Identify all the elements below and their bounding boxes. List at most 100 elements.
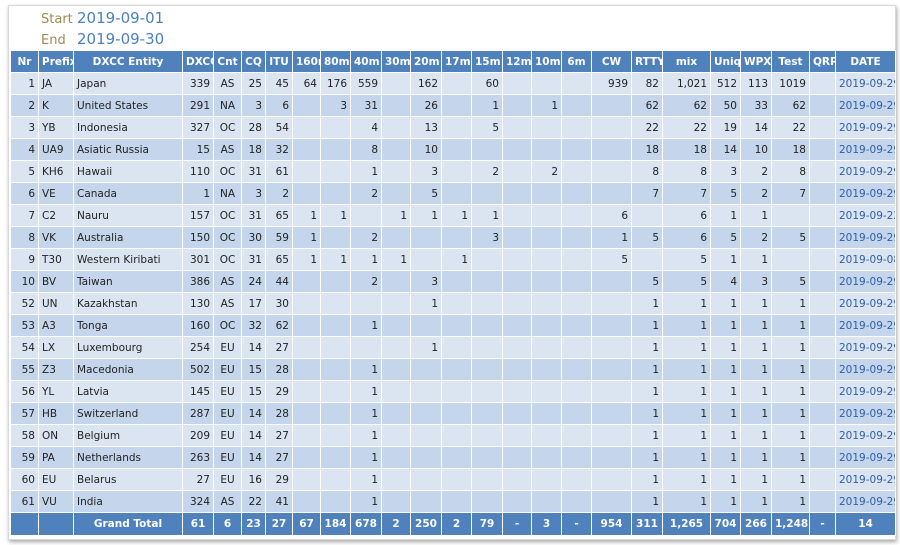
table-cell: 2 [740,182,772,205]
table-cell: 1 [292,204,321,227]
table-row: 52 UN Kazakhstan 130 AS 17 30 1 1 1 1 1 1 2019-09-29 [10,292,896,315]
table-cell: 1 [710,336,741,359]
empty-cell [441,116,472,139]
empty-cell [441,270,472,293]
table-cell: 65 [265,248,293,271]
empty-cell [410,314,442,337]
table-cell: 145 [182,380,214,403]
empty-cell [531,116,562,139]
empty-cell [531,226,562,249]
table-cell: 5 [471,116,503,139]
table-cell: 6 [591,204,632,227]
table-cell: 1 [740,468,772,491]
empty-cell [591,358,632,381]
table-cell: 18 [241,138,266,161]
table-cell: 1 [350,490,382,513]
empty-cell [381,72,411,95]
empty-cell [809,446,836,469]
table-cell: 1 [710,424,741,447]
table-cell: NA [213,94,242,117]
empty-cell [809,248,836,271]
table-cell: Switzerland [73,402,183,425]
table-cell: 2019-09-29 [835,336,896,359]
empty-cell [531,138,562,161]
table-cell: 14 [710,138,741,161]
table-cell: 28 [241,116,266,139]
table-cell: 7 [771,182,810,205]
empty-cell [320,314,351,337]
table-cell: 28 [265,402,293,425]
table-cell: 160 [182,314,214,337]
column-header: Cnt [213,50,242,73]
table-cell: ON [38,424,74,447]
empty-cell [320,270,351,293]
empty-cell [502,116,532,139]
total-cell: 954 [591,512,632,536]
table-cell: 110 [182,160,214,183]
table-cell: 7 [662,182,711,205]
total-cell: 2 [441,512,472,536]
empty-cell [292,314,321,337]
table-cell: 1 [771,380,810,403]
table-cell: 31 [350,94,382,117]
empty-cell [809,182,836,205]
empty-cell [561,138,592,161]
empty-cell [381,358,411,381]
empty-cell [561,116,592,139]
empty-cell [561,72,592,95]
table-cell: AS [213,292,242,315]
table-cell: 2019-09-22 [835,204,896,227]
table-cell: 1 [591,226,632,249]
table-cell: 1 [662,424,711,447]
column-header: Test [771,50,810,73]
empty-cell [561,226,592,249]
table-cell: UN [38,292,74,315]
total-cell: 67 [292,512,321,536]
empty-cell [531,270,562,293]
table-cell: 2019-09-08 [835,248,896,271]
empty-cell [502,424,532,447]
table-cell: 2 [740,160,772,183]
empty-cell [502,138,532,161]
table-cell: Tonga [73,314,183,337]
table-row: 7 C2 Nauru 157 OC 31 65 1 1 1 1 1 1 6 6 1 1 2019-09-22 [10,204,896,227]
table-cell: EU [213,402,242,425]
table-cell: 5 [710,226,741,249]
start-label: Start [41,12,73,27]
table-cell: OC [213,204,242,227]
table-cell: Kazakhstan [73,292,183,315]
table-cell: 1 [710,248,741,271]
total-cell: 2 [381,512,411,536]
table-cell: 1 [662,336,711,359]
table-cell: 8 [10,226,39,249]
table-cell: 2019-09-29 [835,358,896,381]
column-header: 12m [502,50,532,73]
total-cell: 266 [740,512,772,536]
table-cell: 1 [771,292,810,315]
empty-cell [771,204,810,227]
table-cell: 1 [710,314,741,337]
empty-cell [381,292,411,315]
table-cell: 1 [631,336,663,359]
table-cell: 254 [182,336,214,359]
empty-cell [441,358,472,381]
table-cell: 14 [241,446,266,469]
empty-cell [502,204,532,227]
empty-cell [502,468,532,491]
table-cell: 1 [631,402,663,425]
table-cell: 386 [182,270,214,293]
table-cell: 1 [471,204,503,227]
table-cell: 1 [740,358,772,381]
table-cell: 27 [265,446,293,469]
total-row: Grand Total 61 6 23 27 67 184 678 2 250 2 79-3-954 3… [10,512,896,536]
empty-cell [561,336,592,359]
empty-cell [441,380,472,403]
empty-cell [381,490,411,513]
table-cell: 27 [182,468,214,491]
table-cell: OC [213,116,242,139]
column-header: 15m [471,50,503,73]
empty-cell [809,468,836,491]
empty-cell [531,248,562,271]
table-cell: 1 [350,446,382,469]
column-header: 10m [531,50,562,73]
